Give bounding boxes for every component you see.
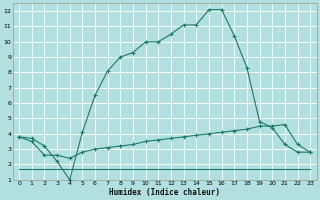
X-axis label: Humidex (Indice chaleur): Humidex (Indice chaleur) [109,188,220,197]
